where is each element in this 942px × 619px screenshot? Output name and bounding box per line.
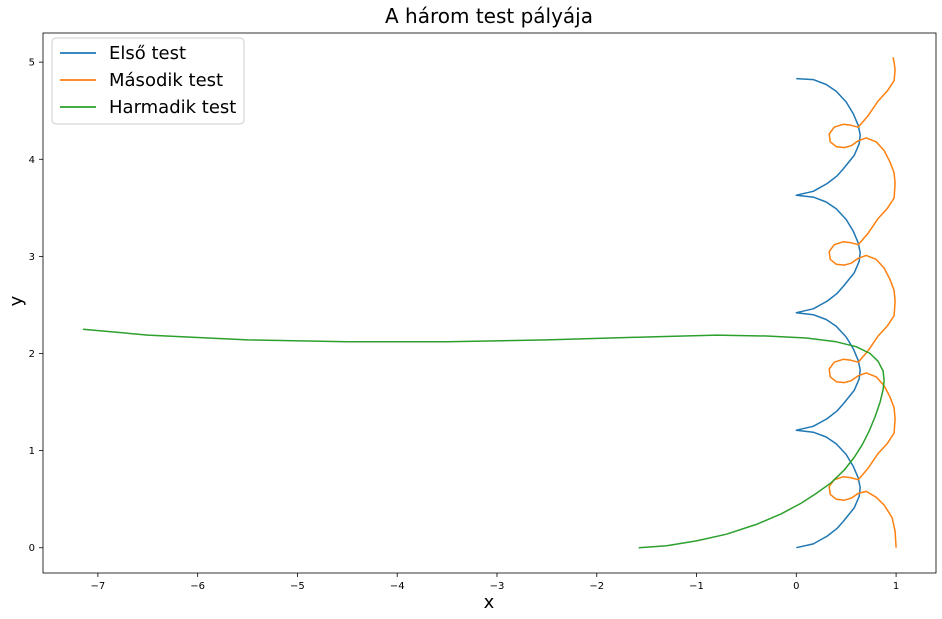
series-line-3: [82, 328, 885, 549]
y-axis-ticks: 0 1 2 3 4 5: [29, 58, 43, 554]
y-tick-label: 4: [29, 155, 35, 166]
y-tick-label: 5: [29, 58, 35, 69]
chart-title: A három test pályája: [385, 4, 593, 28]
x-axis-ticks: −7 −6 −5 −4 −3 −2 −1 0 1: [91, 573, 899, 592]
legend-label-2: Második test: [109, 70, 223, 91]
x-tick-label: 1: [893, 581, 899, 592]
x-tick-label: −2: [589, 581, 604, 592]
y-tick-label: 1: [29, 446, 35, 457]
x-tick-label: −5: [290, 581, 305, 592]
series-line-2: [828, 57, 897, 548]
x-tick-label: −7: [91, 581, 106, 592]
y-tick-label: 2: [29, 349, 35, 360]
x-tick-label: −6: [190, 581, 205, 592]
x-axis-label: x: [484, 592, 495, 613]
x-tick-label: −4: [390, 581, 405, 592]
legend-box: [51, 37, 245, 125]
legend-label-3: Harmadik test: [109, 97, 236, 118]
y-tick-label: 0: [29, 543, 35, 554]
x-tick-label: 0: [793, 581, 799, 592]
legend: Első test Második test Harmadik test: [51, 37, 245, 125]
legend-label-1: Első test: [109, 43, 186, 64]
x-tick-label: −1: [689, 581, 704, 592]
x-tick-label: −3: [490, 581, 505, 592]
y-axis-label: y: [6, 295, 27, 306]
y-tick-label: 3: [29, 252, 35, 263]
